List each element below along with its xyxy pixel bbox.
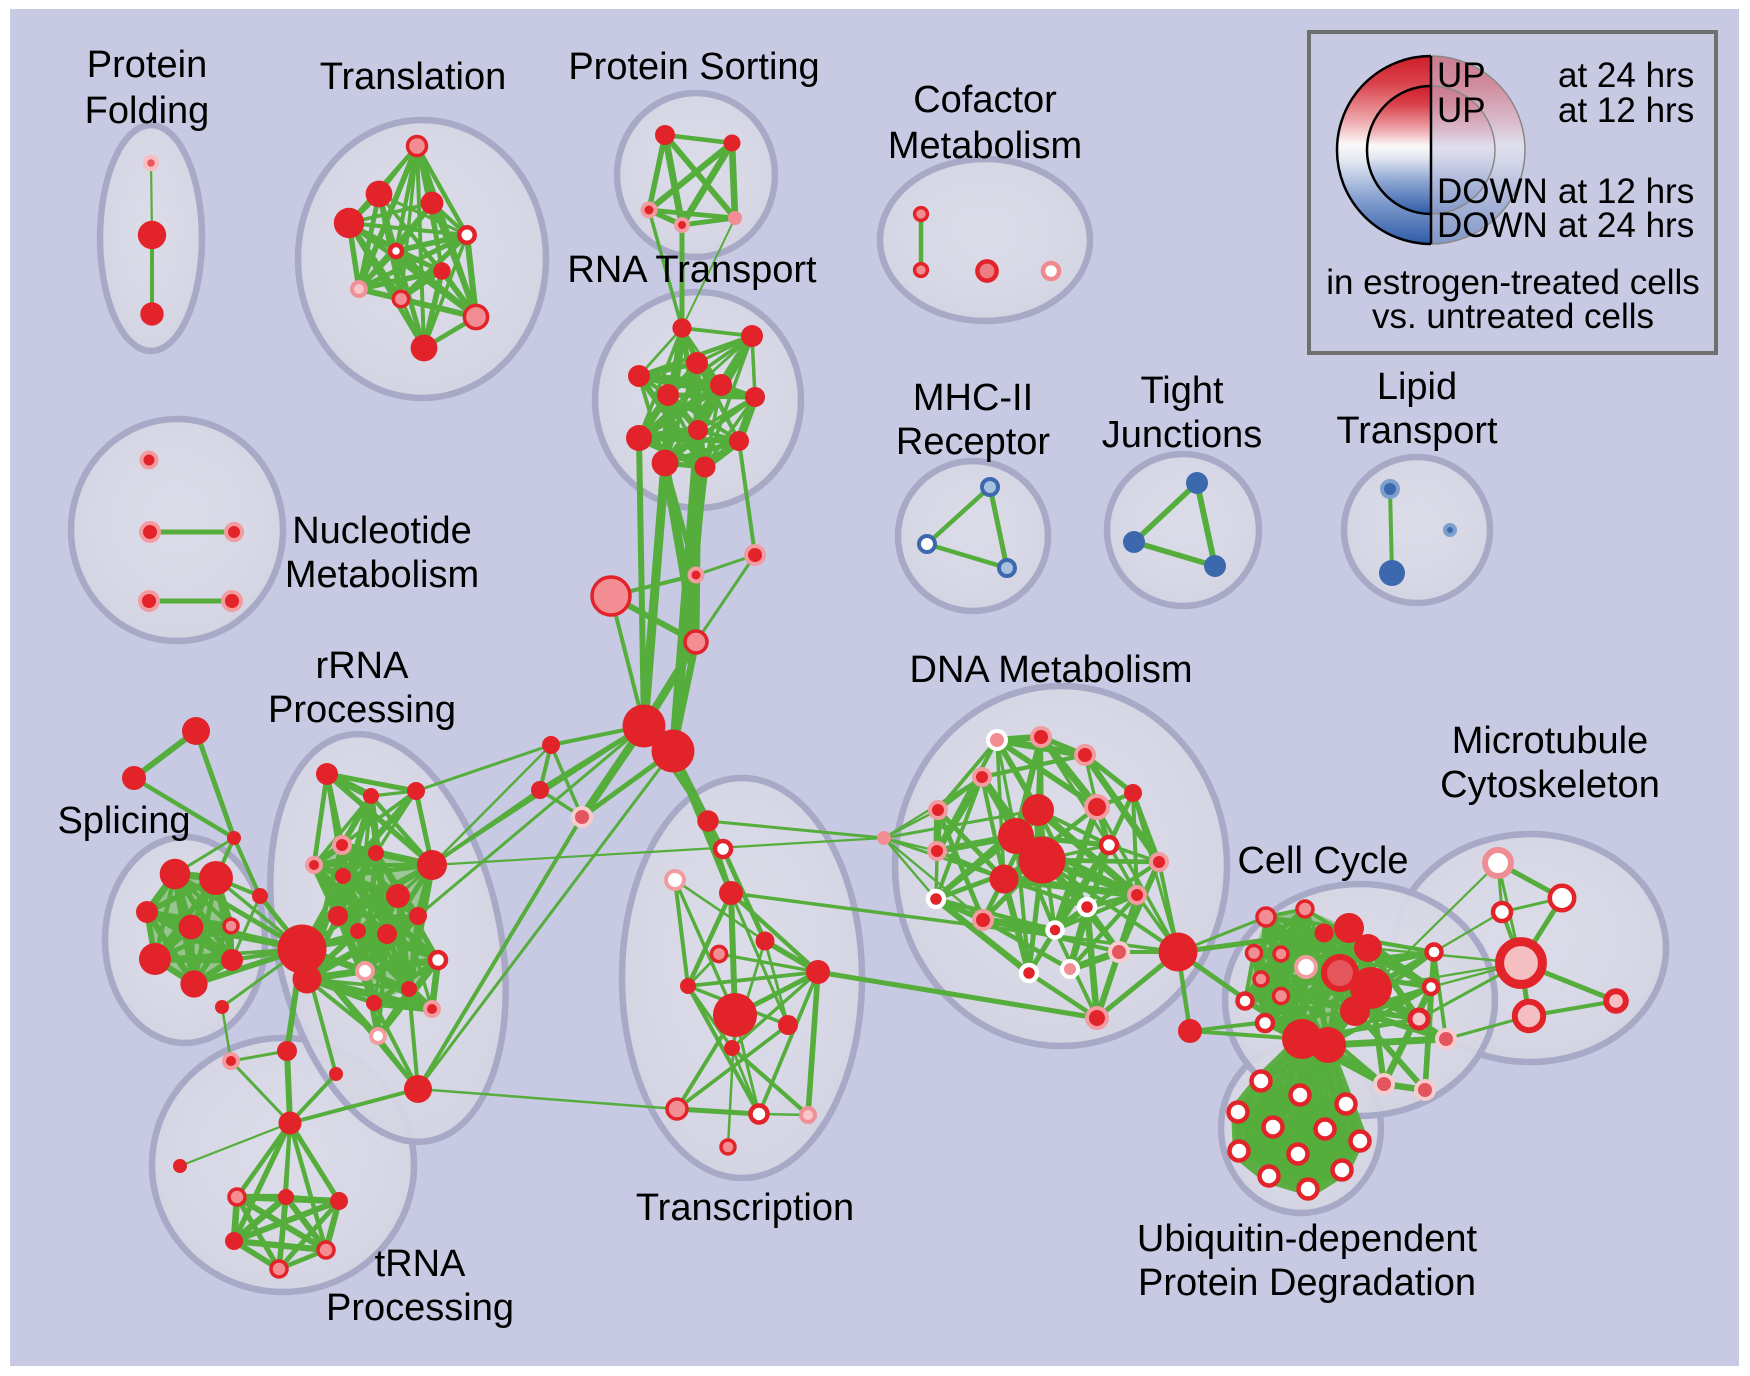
svg-text:Cell Cycle: Cell Cycle (1237, 840, 1408, 882)
svg-text:tRNA: tRNA (375, 1243, 466, 1285)
svg-text:Protein: Protein (87, 44, 207, 86)
svg-text:Junctions: Junctions (1102, 414, 1263, 456)
svg-text:Protein Degradation: Protein Degradation (1138, 1262, 1476, 1304)
svg-text:Tight: Tight (1140, 370, 1224, 412)
svg-text:Folding: Folding (85, 90, 210, 132)
svg-text:Translation: Translation (320, 56, 507, 98)
svg-text:Nucleotide: Nucleotide (292, 510, 472, 552)
svg-text:at 12 hrs: at 12 hrs (1558, 91, 1694, 130)
svg-text:DOWN: DOWN (1437, 172, 1548, 211)
svg-text:rRNA: rRNA (316, 645, 410, 687)
svg-text:Metabolism: Metabolism (888, 125, 1082, 167)
svg-text:Ubiquitin-dependent: Ubiquitin-dependent (1137, 1218, 1478, 1260)
svg-text:Processing: Processing (268, 689, 456, 731)
svg-text:UP: UP (1437, 91, 1486, 130)
svg-text:RNA Transport: RNA Transport (567, 249, 817, 291)
svg-text:Transcription: Transcription (636, 1187, 854, 1229)
svg-text:Microtubule: Microtubule (1452, 720, 1648, 762)
svg-text:Metabolism: Metabolism (285, 554, 479, 596)
svg-text:in estrogen-treated cells: in estrogen-treated cells (1326, 263, 1700, 302)
svg-text:Cytoskeleton: Cytoskeleton (1440, 764, 1660, 806)
svg-text:Lipid: Lipid (1377, 366, 1457, 408)
svg-text:Receptor: Receptor (896, 421, 1051, 463)
svg-text:Protein Sorting: Protein Sorting (568, 46, 819, 88)
svg-text:Transport: Transport (1336, 410, 1498, 452)
svg-text:MHC-II: MHC-II (913, 377, 1033, 419)
svg-text:UP: UP (1437, 56, 1486, 95)
svg-text:Processing: Processing (326, 1287, 514, 1329)
svg-text:at 24 hrs: at 24 hrs (1558, 206, 1694, 245)
svg-text:vs. untreated cells: vs. untreated cells (1372, 297, 1654, 336)
svg-text:at 24 hrs: at 24 hrs (1558, 56, 1694, 95)
svg-text:Cofactor: Cofactor (913, 79, 1057, 121)
svg-text:at 12 hrs: at 12 hrs (1558, 172, 1694, 211)
svg-text:DOWN: DOWN (1437, 206, 1548, 245)
svg-text:DNA Metabolism: DNA Metabolism (910, 649, 1193, 691)
svg-text:Splicing: Splicing (57, 800, 190, 842)
